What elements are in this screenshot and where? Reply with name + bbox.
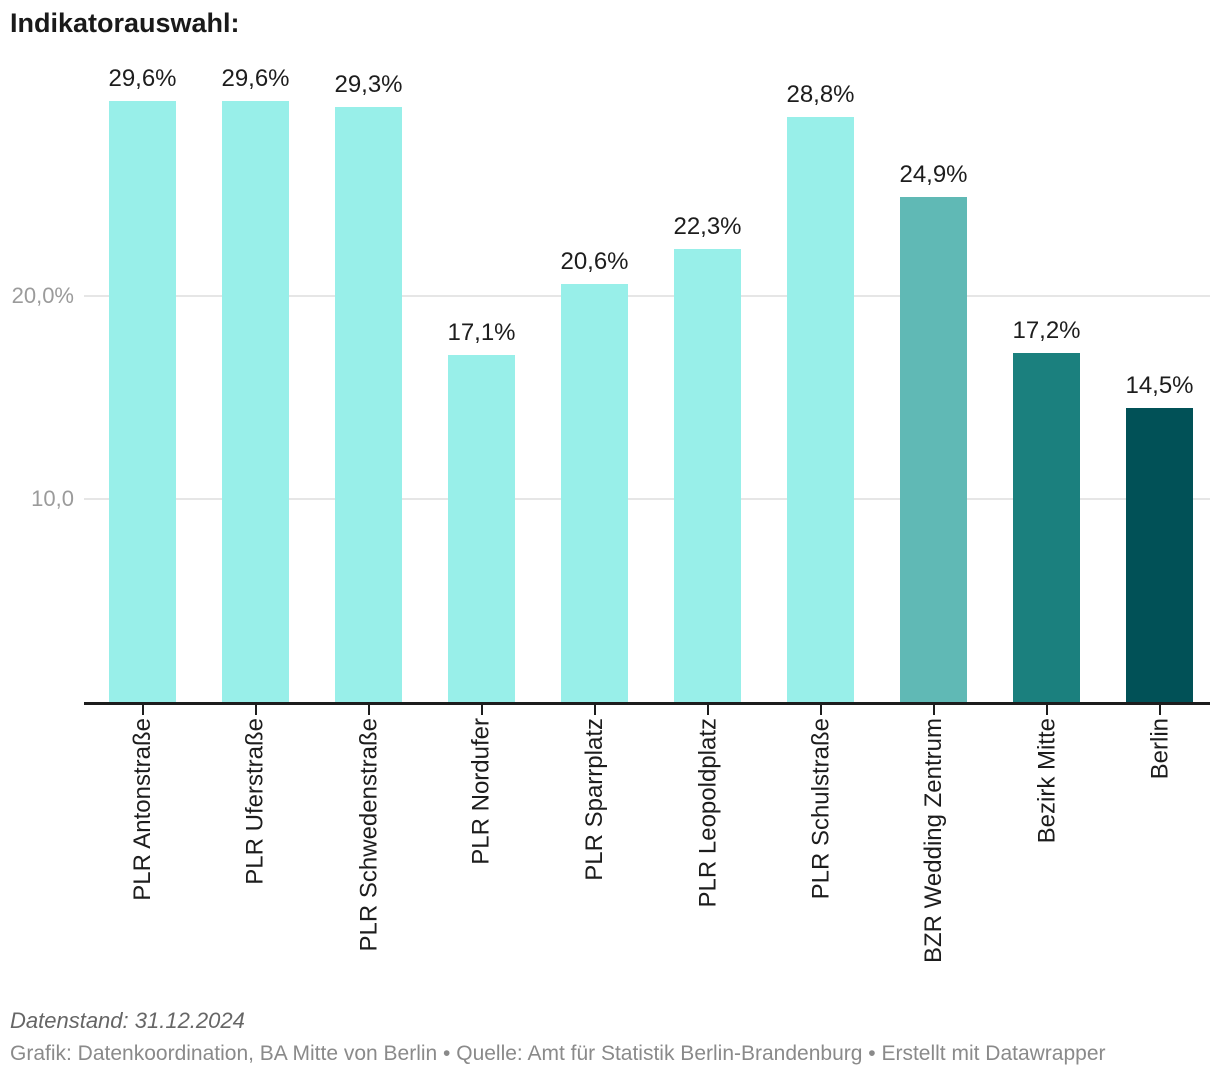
x-axis-label: PLR Antonstraße [129,718,156,901]
attribution-byline: Grafik: Datenkoordination, BA Mitte von … [10,1042,1106,1065]
bar-plr-nordufer[interactable] [448,354,515,702]
y-gridline-10 [84,498,1210,500]
bar-plr-schulstra-e[interactable] [787,117,854,702]
bar-plr-leopoldplatz[interactable] [674,249,741,702]
bar-bzr-wedding-zentrum[interactable] [900,196,967,702]
x-axis-tick [1045,705,1048,715]
x-axis-line [84,702,1210,705]
bar-berlin[interactable] [1126,407,1193,702]
bar-plr-uferstra-e[interactable] [222,101,289,702]
value-label: 29,3% [334,71,403,99]
x-axis-tick [932,705,935,715]
y-tick-label-20: 20,0% [11,283,74,308]
x-axis-label: Berlin [1146,718,1173,780]
value-label: 29,6% [108,65,177,93]
x-axis-label: Bezirk Mitte [1033,718,1060,844]
x-axis-label: PLR Nordufer [468,718,495,865]
x-axis-label: BZR Wedding Zentrum [920,718,947,963]
x-axis-tick [593,705,596,715]
x-axis-tick [367,705,370,715]
value-label: 14,5% [1125,371,1194,399]
value-label: 24,9% [899,160,968,188]
y-tick-label-10: 10,0 [31,486,74,511]
chart-title: Indikatorauswahl: [10,8,240,38]
x-axis-tick [819,705,822,715]
x-axis-label: PLR Sparrplatz [581,718,608,881]
x-axis-tick [254,705,257,715]
y-gridline-20 [84,295,1210,297]
x-axis-tick [1158,705,1161,715]
x-axis-label: PLR Schwedenstraße [355,718,382,952]
value-label: 17,2% [1012,316,1081,344]
bar-bezirk-mitte[interactable] [1013,352,1080,702]
bar-plr-schwedenstra-e[interactable] [335,107,402,702]
data-status-note: Datenstand: 31.12.2024 [10,1008,245,1033]
bar-chart-plot-area: 29,6% PLR Antonstraße 29,6% PLR Uferstraße 2… [84,60,1210,963]
value-label: 20,6% [560,247,629,275]
value-label: 29,6% [221,65,290,93]
bar-plr-sparrplatz[interactable] [561,283,628,702]
x-axis-label: PLR Uferstraße [242,718,269,885]
value-label: 22,3% [673,213,742,241]
x-axis-label: PLR Schulstraße [807,718,834,900]
x-axis-tick [141,705,144,715]
x-axis-label: PLR Leopoldplatz [694,718,721,908]
value-label: 28,8% [786,81,855,109]
x-axis-tick [706,705,709,715]
value-label: 17,1% [447,318,516,346]
bar-plr-antonstra-e[interactable] [109,101,176,702]
x-axis-tick [480,705,483,715]
